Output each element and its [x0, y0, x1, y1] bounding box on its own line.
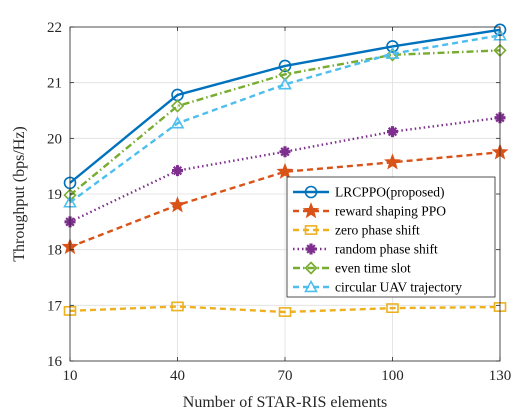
data-point-marker	[276, 162, 294, 179]
x-tick-label: 40	[170, 368, 185, 384]
data-point-marker-part	[280, 147, 290, 157]
legend-swatch-marker	[302, 202, 320, 219]
y-tick-label: 20	[47, 131, 62, 147]
y-tick-label: 17	[47, 298, 63, 314]
y-axis-label: Throughput (bps/Hz)	[11, 126, 28, 262]
x-tick-label: 130	[489, 368, 512, 384]
series-line	[69, 28, 501, 184]
y-tick-label: 18	[47, 243, 62, 259]
data-point-marker	[278, 77, 292, 90]
legend-label: even time slot	[335, 261, 411, 276]
x-tick-label: 100	[381, 368, 404, 384]
legend-label: circular UAV trajectory	[335, 280, 462, 295]
legend-label: reward shaping PPO	[335, 204, 446, 219]
x-tick-label: 70	[278, 368, 293, 384]
series-line	[69, 305, 501, 314]
legend-box	[286, 176, 496, 298]
series-line	[69, 151, 501, 248]
ticks: 10 40 70 100 130 16 17 18 19 20 21 22	[47, 20, 511, 384]
data-point-marker-part	[387, 127, 398, 137]
data-point-marker	[385, 46, 400, 59]
legend-swatch-marker	[304, 185, 318, 199]
legend-label: LRCPPO(proposed)	[335, 185, 445, 200]
y-tick-label: 22	[47, 20, 62, 36]
legend: LRCPPO(proposed) reward shaping PPO zero p…	[286, 176, 496, 298]
series-4	[63, 43, 507, 202]
data-point-marker	[170, 99, 185, 113]
legend-label: zero phase shift	[335, 223, 420, 238]
legend-swatch-marker	[304, 225, 318, 235]
series-line	[69, 116, 501, 223]
data-point-marker	[170, 116, 185, 129]
legend-swatch-marker	[304, 261, 318, 275]
data-point-marker	[278, 59, 292, 73]
data-point-marker	[171, 301, 184, 312]
grid	[69, 26, 501, 362]
y-tick-label: 16	[47, 354, 63, 370]
y-tick-label: 21	[47, 76, 62, 92]
data-point-marker	[386, 303, 399, 314]
y-tick-label: 19	[47, 187, 62, 203]
data-point-marker-part	[172, 165, 183, 176]
x-axis-label: Number of STAR-RIS elements	[183, 394, 387, 411]
series-line	[69, 49, 501, 197]
x-tick-label: 10	[63, 368, 78, 384]
series-line	[69, 34, 501, 204]
series-0	[63, 23, 507, 190]
data-point-marker	[386, 40, 399, 53]
data-point-marker	[169, 196, 186, 213]
legend-swatch-marker	[304, 279, 318, 293]
data-point-marker	[278, 307, 292, 317]
legend-swatch-marker-part	[306, 244, 316, 254]
legend-label: random phase shift	[335, 242, 438, 257]
data-point-marker	[384, 153, 401, 170]
